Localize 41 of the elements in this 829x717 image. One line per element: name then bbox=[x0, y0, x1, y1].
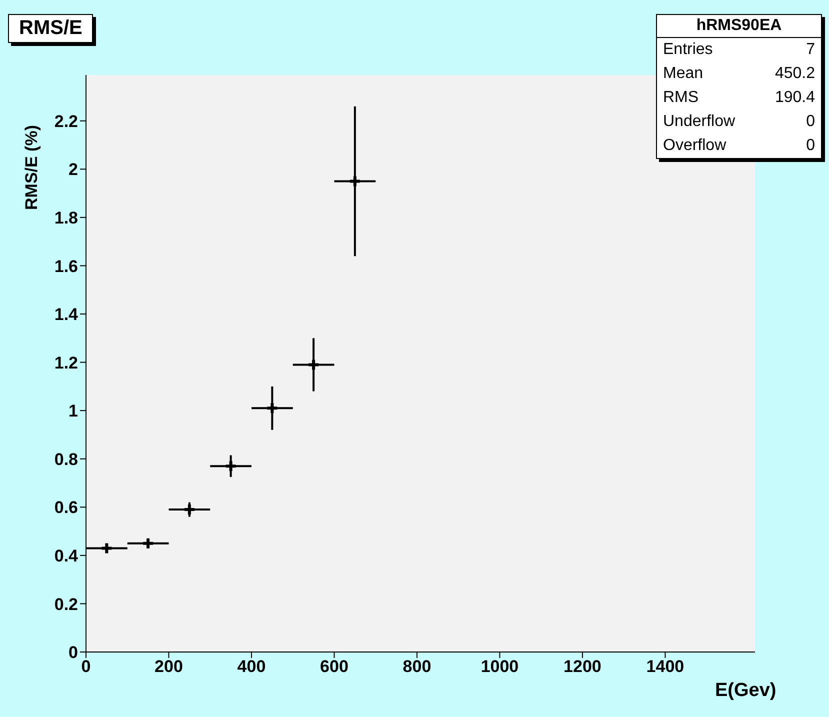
text: 0 bbox=[806, 113, 815, 131]
y-tick-label: 0.8 bbox=[54, 450, 78, 469]
text: 7 bbox=[806, 41, 815, 59]
y-tick-label: 1.8 bbox=[54, 208, 78, 228]
y-tick-label: 0.4 bbox=[54, 546, 79, 566]
y-tick-label: 1 bbox=[68, 402, 78, 421]
annotation: Mean bbox=[663, 65, 704, 83]
annotation: Overflow bbox=[663, 137, 726, 155]
y-tick-label: 1.2 bbox=[54, 353, 78, 372]
y-tick-label: 1.6 bbox=[54, 256, 78, 276]
chart-title: RMS/E bbox=[8, 14, 94, 43]
annotation: Underflow bbox=[663, 113, 736, 131]
y-tick-label: 0.6 bbox=[54, 498, 78, 518]
x-axis-title: E(Gev) bbox=[715, 680, 776, 702]
x-tick-label: 800 bbox=[402, 657, 432, 676]
x-tick-label: 0 bbox=[81, 657, 91, 676]
x-tick-label: 200 bbox=[154, 657, 183, 676]
point bbox=[100, 542, 114, 555]
point bbox=[182, 503, 196, 516]
text: 450.2 bbox=[774, 65, 815, 83]
text: Entries bbox=[663, 41, 713, 59]
point bbox=[307, 358, 320, 372]
y-axis-title: RMS/E (%) bbox=[22, 125, 42, 210]
x-tick-label: 1000 bbox=[480, 657, 519, 676]
point bbox=[266, 402, 279, 415]
annotation: RMS bbox=[663, 89, 699, 107]
text: 190.4 bbox=[774, 89, 815, 107]
point bbox=[142, 536, 155, 550]
x-tick-label: 400 bbox=[237, 657, 266, 676]
y-tick-label: 2 bbox=[68, 160, 78, 180]
y-tick-label: 0.2 bbox=[54, 594, 78, 614]
text: 0 bbox=[806, 137, 815, 155]
text: hRMS90EA bbox=[657, 15, 821, 38]
y-tick-label: 0 bbox=[68, 643, 78, 662]
point bbox=[348, 174, 362, 188]
point bbox=[224, 460, 238, 473]
x-tick-label: 1400 bbox=[646, 657, 684, 676]
y-tick-label: 2.2 bbox=[54, 112, 78, 131]
x-tick-label: 1200 bbox=[564, 657, 602, 676]
x-tick-label: 600 bbox=[320, 657, 348, 676]
y-tick-label: 1.4 bbox=[54, 305, 79, 324]
